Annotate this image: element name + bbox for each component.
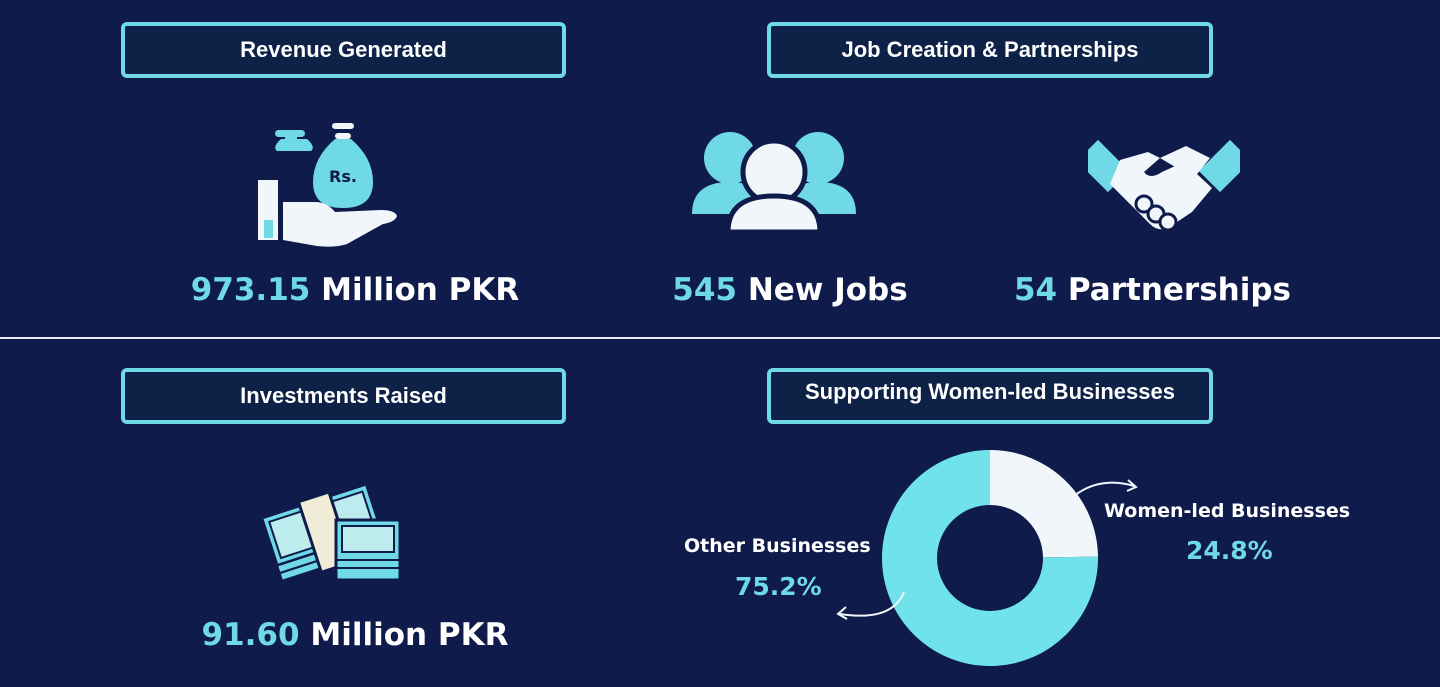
other-businesses-label: Other Businesses (684, 535, 871, 557)
women-led-label: Women-led Businesses (1104, 500, 1351, 522)
investments-header: Investments Raised (121, 368, 566, 424)
other-businesses-percent: 75.2% (735, 572, 822, 601)
investments-value: 91.60 (201, 617, 300, 653)
handshake-icon (1088, 139, 1240, 232)
women-led-percent: 24.8% (1186, 536, 1273, 565)
donut-slice-other-businesses (882, 450, 1098, 666)
partnerships-value: 54 (1013, 272, 1058, 308)
revenue-unit: Million PKR (321, 272, 520, 308)
jobs-header-label: Job Creation & Partnerships (841, 37, 1139, 62)
section-divider (0, 337, 1440, 339)
investments-unit: Million PKR (310, 617, 509, 653)
rupee-text: Rs. (329, 167, 357, 186)
jobs-stat: 545 New Jobs (640, 272, 940, 308)
investments-stat: 91.60 Million PKR (155, 617, 555, 653)
revenue-header: Revenue Generated (121, 22, 566, 78)
partnerships-stat: 54 Partnerships (1000, 272, 1305, 308)
donut-slice-women-led-businesses (990, 450, 1098, 558)
women-led-arrow-icon (1073, 479, 1138, 497)
revenue-stat: 973.15 Million PKR (155, 272, 555, 308)
jobs-header: Job Creation & Partnerships (767, 22, 1213, 78)
people-group-icon (692, 132, 856, 232)
partnerships-unit: Partnerships (1067, 272, 1292, 308)
money-bag-hand-icon: Rs. (258, 123, 397, 247)
women-header-label: Supporting Women-led Businesses (805, 379, 1175, 404)
revenue-header-label: Revenue Generated (240, 37, 447, 62)
cash-stack-icon (259, 482, 402, 583)
jobs-unit: New Jobs (747, 272, 908, 308)
women-header: Supporting Women-led Businesses (767, 368, 1213, 424)
other-businesses-arrow-icon (836, 591, 905, 620)
revenue-value: 973.15 (190, 272, 311, 308)
women-led-donut-chart (882, 450, 1098, 666)
investments-header-label: Investments Raised (240, 383, 447, 408)
jobs-value: 545 (672, 272, 738, 308)
